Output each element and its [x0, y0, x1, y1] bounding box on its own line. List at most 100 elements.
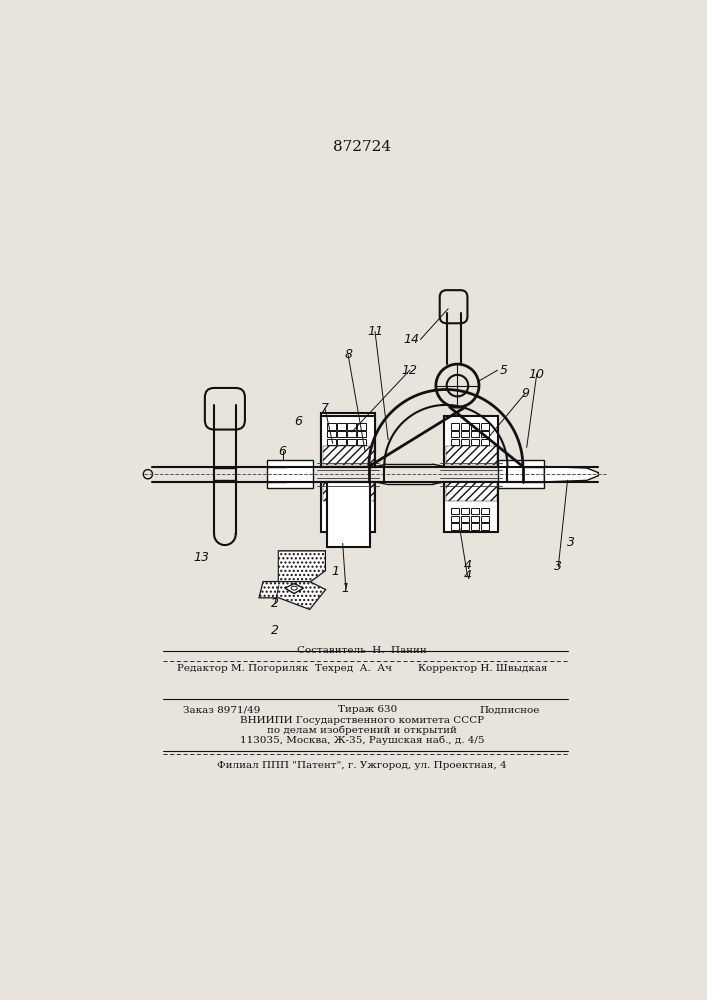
Bar	[498, 460, 544, 488]
Text: 113035, Москва, Ж-35, Раушская наб., д. 4/5: 113035, Москва, Ж-35, Раушская наб., д. …	[240, 736, 484, 745]
Bar	[347, 439, 356, 445]
Bar	[347, 516, 356, 522]
FancyBboxPatch shape	[205, 388, 245, 430]
Text: Заказ 8971/49: Заказ 8971/49	[182, 705, 260, 714]
FancyBboxPatch shape	[440, 290, 467, 323]
Bar	[321, 413, 375, 466]
Text: 3: 3	[554, 560, 562, 573]
Bar	[357, 431, 366, 437]
Bar	[327, 439, 336, 445]
Bar	[444, 482, 498, 532]
Text: 4: 4	[464, 569, 472, 582]
Text: 1: 1	[331, 565, 339, 578]
Text: 2: 2	[271, 624, 279, 637]
Bar	[337, 423, 346, 430]
Bar	[450, 431, 459, 437]
Polygon shape	[279, 551, 325, 582]
Text: 6: 6	[279, 445, 286, 458]
Bar	[337, 523, 346, 530]
Circle shape	[144, 470, 153, 479]
Text: 9: 9	[521, 387, 530, 400]
Text: Подписное: Подписное	[479, 705, 540, 714]
Bar	[337, 508, 346, 514]
Text: 5: 5	[500, 364, 508, 377]
Bar	[327, 431, 336, 437]
Text: 7: 7	[321, 402, 329, 415]
Polygon shape	[259, 582, 325, 609]
Bar	[460, 516, 469, 522]
Text: 8: 8	[344, 348, 352, 361]
Bar	[481, 431, 489, 437]
Bar	[347, 423, 356, 430]
Bar	[460, 508, 469, 514]
Bar	[327, 523, 336, 530]
Text: по делам изобретений и открытий: по делам изобретений и открытий	[267, 726, 457, 735]
Text: 13: 13	[194, 551, 210, 564]
Bar	[460, 431, 469, 437]
Polygon shape	[544, 466, 598, 482]
Bar	[460, 423, 469, 430]
Bar	[471, 423, 479, 430]
Text: 3: 3	[568, 536, 575, 549]
Bar	[327, 508, 336, 514]
Bar	[446, 446, 497, 465]
Bar	[450, 439, 459, 445]
Bar	[481, 523, 489, 530]
Bar	[481, 508, 489, 514]
Bar	[337, 431, 346, 437]
Bar	[322, 446, 373, 465]
Bar	[471, 508, 479, 514]
Bar	[444, 416, 498, 466]
Bar	[357, 439, 366, 445]
Bar	[347, 431, 356, 437]
Bar	[471, 523, 479, 530]
Polygon shape	[259, 582, 325, 609]
Bar	[481, 516, 489, 522]
Text: 4: 4	[464, 559, 472, 572]
Text: ВНИИПИ Государственного комитета СССР: ВНИИПИ Государственного комитета СССР	[240, 716, 484, 725]
Bar	[471, 431, 479, 437]
Bar	[321, 416, 375, 466]
Bar	[357, 516, 366, 522]
Circle shape	[436, 364, 479, 407]
Bar	[327, 423, 336, 430]
Bar	[357, 423, 366, 430]
Bar	[471, 516, 479, 522]
Bar	[481, 423, 489, 430]
Ellipse shape	[291, 586, 297, 590]
Bar	[337, 516, 346, 522]
Text: 1: 1	[341, 582, 350, 595]
Bar	[357, 523, 366, 530]
Bar	[267, 460, 313, 488]
Polygon shape	[285, 584, 303, 594]
Bar	[450, 423, 459, 430]
Bar	[327, 516, 336, 522]
Bar	[347, 508, 356, 514]
Bar	[337, 439, 346, 445]
Bar	[460, 523, 469, 530]
Bar	[327, 482, 370, 547]
Bar	[450, 508, 459, 514]
Bar	[471, 439, 479, 445]
Circle shape	[447, 375, 468, 396]
Bar	[347, 523, 356, 530]
Text: Филиал ППП "Патент", г. Ужгород, ул. Проектная, 4: Филиал ППП "Патент", г. Ужгород, ул. Про…	[217, 761, 507, 770]
Bar	[450, 523, 459, 530]
Bar	[450, 516, 459, 522]
Text: 12: 12	[402, 364, 418, 377]
Text: Редактор М. Погориляк  Техред  А.  Ач        Корректор Н. Швыдкая: Редактор М. Погориляк Техред А. Ач Корре…	[177, 664, 547, 673]
Polygon shape	[279, 551, 325, 582]
Text: 872724: 872724	[333, 140, 391, 154]
Bar	[446, 482, 497, 501]
Text: 2: 2	[271, 597, 279, 610]
Text: 10: 10	[529, 368, 544, 381]
Text: 14: 14	[403, 333, 419, 346]
Bar	[460, 439, 469, 445]
Bar	[357, 508, 366, 514]
Bar	[481, 439, 489, 445]
Text: Составитель  Н.  Панин: Составитель Н. Панин	[297, 646, 427, 655]
Bar	[321, 482, 375, 532]
Text: 6: 6	[294, 415, 302, 428]
Text: 11: 11	[367, 325, 383, 338]
Text: Тираж 630: Тираж 630	[338, 705, 397, 714]
